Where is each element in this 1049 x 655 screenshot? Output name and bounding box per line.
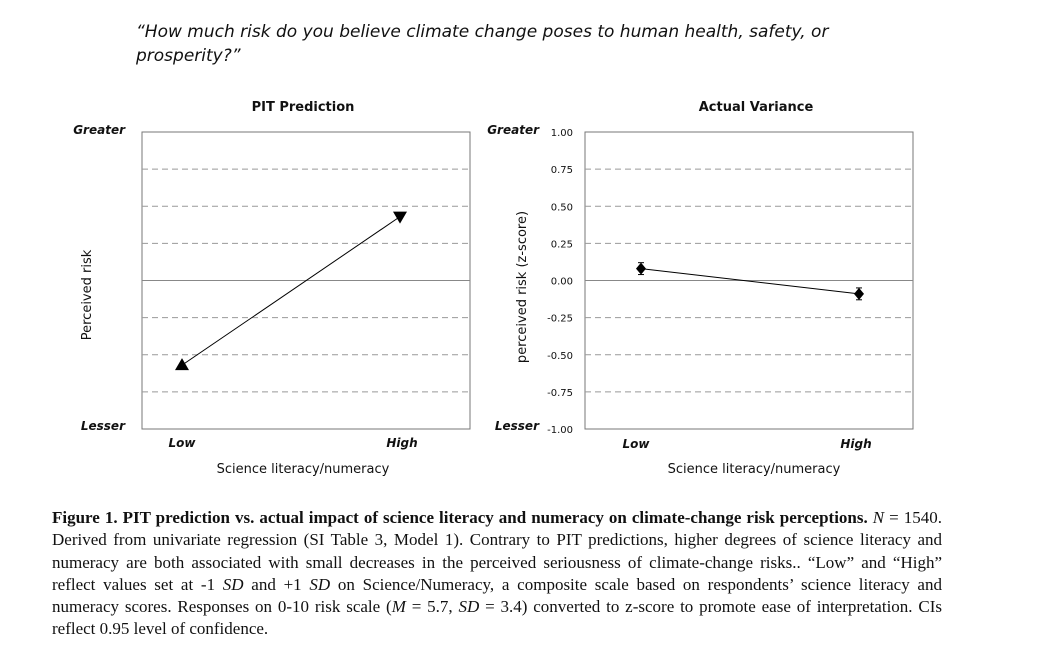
sd-label: SD bbox=[222, 574, 244, 594]
y-tick-label: -0.25 bbox=[547, 314, 573, 325]
y-tick-label: 0.75 bbox=[551, 165, 573, 176]
pit-prediction-chart: PIT Prediction Greater Lesser Perceived … bbox=[73, 100, 471, 477]
x-tick-high: High bbox=[386, 436, 417, 450]
caption-text: = 3.4) converted to z-score to promote e… bbox=[52, 597, 943, 639]
y-tick-label: -0.50 bbox=[547, 351, 573, 362]
series-marks bbox=[636, 262, 864, 301]
x-tick-high: High bbox=[840, 437, 871, 451]
data-point-diamond bbox=[636, 262, 646, 275]
y-tick-labels: 1.00 0.75 0.50 0.25 0.00 -0.25 -0.50 -0.75 -1.00 bbox=[547, 128, 573, 436]
x-axis-label: Science literacy/numeracy bbox=[668, 462, 841, 477]
x-axis-label: Science literacy/numeracy bbox=[217, 462, 390, 477]
y-axis-label: Perceived risk bbox=[80, 249, 95, 340]
gridlines bbox=[585, 168, 913, 393]
data-point-triangle-up bbox=[175, 358, 189, 371]
data-point-diamond bbox=[854, 287, 864, 300]
series-marks bbox=[175, 211, 407, 371]
figure-panels: PIT Prediction Greater Lesser Perceived … bbox=[73, 100, 914, 477]
x-tick-low: Low bbox=[169, 436, 197, 450]
chart-title: PIT Prediction bbox=[252, 100, 355, 115]
caption-text: = 5.7, bbox=[405, 597, 459, 617]
caption-text: on Science/Numeracy, a composite scale b… bbox=[52, 574, 942, 617]
y-tick-label: -0.75 bbox=[547, 388, 573, 399]
y-tick-label: 0.25 bbox=[551, 239, 573, 250]
x-tick-low: Low bbox=[623, 437, 651, 451]
y-tick-label: 0.50 bbox=[551, 202, 573, 213]
y-tick-label: 1.00 bbox=[551, 128, 573, 139]
series-line bbox=[181, 216, 401, 366]
actual-variance-chart: Actual Variance 1.00 0.75 0.50 0.25 0.00 -0.2… bbox=[487, 100, 914, 477]
caption-text: and +1 bbox=[243, 574, 310, 594]
figure-title: PIT prediction vs. actual impact of scie… bbox=[117, 508, 868, 527]
data-point-triangle-down bbox=[393, 211, 407, 224]
y-axis-label: perceived risk (z-score) bbox=[515, 211, 530, 363]
survey-question: “How much risk do you believe climate ch… bbox=[136, 22, 829, 66]
figure-label: Figure 1. bbox=[52, 508, 118, 527]
y-top-label: Greater bbox=[487, 123, 540, 137]
sd-label: SD bbox=[458, 597, 480, 617]
figure-caption: Figure 1. PIT prediction vs. actual impa… bbox=[52, 507, 942, 641]
y-tick-label: 0.00 bbox=[551, 277, 573, 288]
m-label: M bbox=[391, 597, 406, 617]
chart-title: Actual Variance bbox=[699, 100, 814, 115]
y-bottom-label: Lesser bbox=[81, 419, 126, 433]
caption-text: = 1540. Derived from univariate regressi… bbox=[52, 508, 942, 594]
y-tick-label: -1.00 bbox=[547, 425, 573, 436]
series-line bbox=[640, 268, 860, 295]
y-bottom-label: Lesser bbox=[495, 419, 540, 433]
n-label: N bbox=[872, 508, 885, 527]
sd-label: SD bbox=[309, 574, 331, 594]
y-top-label: Greater bbox=[73, 123, 126, 137]
